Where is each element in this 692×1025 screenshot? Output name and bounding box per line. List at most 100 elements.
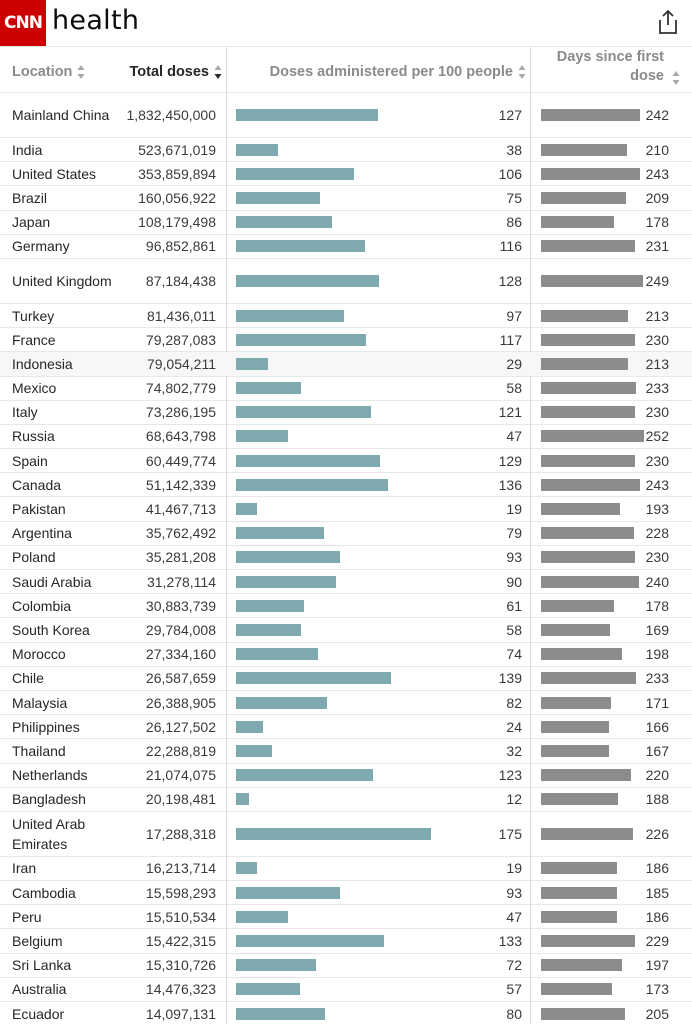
- per100-bar: [236, 309, 345, 322]
- per100-bar: [236, 527, 325, 540]
- per100-bar: [236, 454, 380, 467]
- per100-bar: [236, 910, 289, 923]
- per100-bar: [236, 216, 332, 229]
- table-row: South Korea 29,784,008 58 169: [0, 617, 692, 641]
- section-title[interactable]: health: [52, 5, 140, 36]
- column-divider: [226, 46, 227, 1024]
- per100-value: 80: [506, 1005, 522, 1022]
- per100-bar: [236, 551, 340, 564]
- days-bar: [541, 551, 635, 564]
- column-header-location[interactable]: Location: [12, 64, 122, 80]
- location-cell: Saudi Arabia: [12, 573, 92, 590]
- days-bar: [541, 333, 635, 346]
- per100-value: 24: [506, 718, 522, 735]
- per100-value: 74: [506, 646, 522, 663]
- days-bar: [541, 109, 640, 121]
- per100-bar: [236, 886, 340, 899]
- total-doses-cell: 14,476,323: [145, 981, 216, 998]
- days-value: 186: [645, 908, 669, 925]
- location-cell: Turkey: [12, 307, 55, 324]
- per100-bar: [236, 406, 371, 419]
- per100-value: 175: [498, 825, 522, 842]
- per100-value: 127: [498, 107, 522, 123]
- per100-value: 139: [498, 670, 522, 687]
- table-row: Belgium 15,422,315 133 229: [0, 928, 692, 952]
- days-bar: [541, 478, 641, 491]
- table-row: Japan 108,179,498 86 178: [0, 209, 692, 234]
- days-value: 243: [645, 476, 669, 493]
- days-value: 231: [645, 238, 669, 255]
- total-doses-cell: 16,213,714: [145, 860, 216, 877]
- days-value: 213: [645, 355, 669, 372]
- per100-bar: [236, 959, 317, 972]
- days-bar: [541, 827, 634, 840]
- cnn-logo[interactable]: CNN: [0, 0, 46, 46]
- table-row: Malaysia 26,388,905 82 171: [0, 689, 692, 714]
- days-value: 230: [645, 549, 669, 566]
- per100-value: 97: [506, 307, 522, 324]
- column-header-per100[interactable]: Doses administered per 100 people: [226, 64, 526, 80]
- days-bar: [541, 382, 637, 395]
- days-bar: [541, 648, 622, 661]
- days-value: 198: [645, 646, 669, 663]
- days-value: 242: [645, 107, 669, 123]
- total-doses-cell: 74,802,779: [145, 380, 216, 397]
- total-doses-cell: 81,436,011: [146, 307, 216, 324]
- total-doses-cell: 26,587,659: [145, 670, 216, 687]
- column-header-days[interactable]: Days since first dose: [530, 46, 680, 94]
- table-row: Turkey 81,436,011 97 213: [0, 302, 692, 327]
- total-doses-cell: 353,859,894: [138, 165, 216, 182]
- days-value: 166: [645, 718, 669, 735]
- total-doses-cell: 41,467,713: [145, 501, 216, 518]
- location-cell: Australia: [12, 981, 67, 998]
- per100-value: 93: [506, 549, 522, 566]
- total-doses-cell: 79,287,083: [145, 331, 216, 348]
- total-doses-cell: 35,281,208: [145, 549, 216, 566]
- location-cell: Brazil: [12, 189, 48, 206]
- days-value: 233: [645, 670, 669, 687]
- days-bar: [541, 191, 627, 204]
- per100-value: 106: [498, 165, 522, 182]
- table-row: Pakistan 41,467,713 19 193: [0, 496, 692, 520]
- total-doses-cell: 68,643,798: [145, 428, 216, 445]
- per100-value: 133: [498, 933, 522, 950]
- total-doses-cell: 87,184,438: [145, 272, 216, 289]
- column-label-total-doses: Total doses: [129, 64, 210, 80]
- per100-bar: [236, 240, 366, 253]
- days-bar: [541, 935, 635, 948]
- location-cell: Canada: [12, 476, 62, 493]
- per100-bar: [236, 648, 319, 661]
- table-row: Thailand 22,288,819 32 167: [0, 738, 692, 762]
- days-value: 213: [645, 307, 669, 324]
- per100-bar: [236, 1007, 326, 1020]
- per100-bar: [236, 599, 304, 612]
- table-row: United Arab Emirates 17,288,318 175 226: [0, 810, 692, 856]
- per100-value: 75: [506, 189, 522, 206]
- share-icon[interactable]: [656, 9, 680, 35]
- days-value: 230: [645, 452, 669, 469]
- total-doses-cell: 1,832,450,000: [126, 107, 216, 123]
- sort-icon: [672, 71, 680, 85]
- days-bar: [541, 862, 618, 875]
- total-doses-cell: 15,598,293: [145, 884, 216, 901]
- total-doses-cell: 27,334,160: [145, 646, 216, 663]
- table-row: Bangladesh 20,198,481 12 188: [0, 786, 692, 811]
- total-doses-cell: 160,056,922: [138, 189, 216, 206]
- days-value: 209: [645, 189, 669, 206]
- column-header-total-doses[interactable]: Total doses: [118, 64, 222, 80]
- total-doses-cell: 79,054,211: [146, 355, 216, 372]
- location-cell: Japan: [12, 214, 51, 231]
- location-cell: Pakistan: [12, 501, 66, 518]
- table-row: Argentina 35,762,492 79 228: [0, 520, 692, 545]
- per100-value: 61: [506, 597, 522, 614]
- location-cell: Argentina: [12, 525, 72, 542]
- location-cell: Thailand: [12, 742, 66, 759]
- per100-bar: [236, 478, 388, 491]
- total-doses-cell: 14,097,131: [145, 1005, 216, 1022]
- per100-value: 57: [506, 981, 522, 998]
- location-cell: Belgium: [12, 933, 63, 950]
- location-cell: Italy: [12, 404, 38, 421]
- days-value: 230: [645, 331, 669, 348]
- per100-value: 121: [498, 404, 522, 421]
- total-doses-cell: 60,449,774: [145, 452, 216, 469]
